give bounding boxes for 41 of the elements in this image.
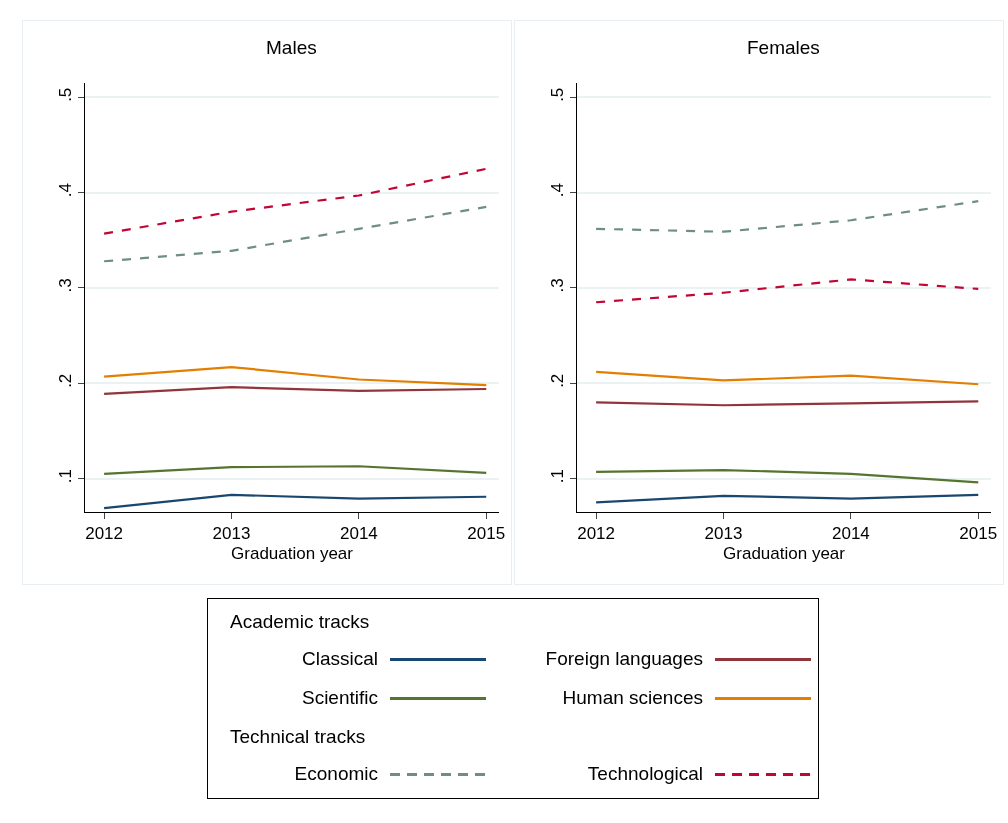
x-tick-label: 2015 [959,524,998,544]
y-tick-label: .1 [56,468,76,484]
chart-title: Females [746,37,820,59]
line-series [595,278,980,304]
line-series [103,205,488,263]
y-tick-label: .4 [56,182,76,198]
y-tick-label: .2 [56,373,76,388]
legend-label: Technological [586,763,703,785]
chart-title: Males [266,37,317,59]
line-series [595,370,980,386]
x-tick-label: 2013 [212,524,251,544]
y-tick-label: .5 [56,87,76,102]
text: Academic tracks [230,611,370,632]
legend-label: Human sciences [561,687,703,709]
x-tick-label: 2012 [85,524,124,544]
x-axis-title: Graduation year [231,543,354,563]
y-tick-label: .3 [548,278,568,293]
legend-label: Scientific [300,687,378,709]
line-series [595,468,980,484]
line-series [103,365,488,387]
x-tick-label: 2012 [577,524,616,544]
line-series [103,167,488,235]
x-tick-label: 2015 [467,524,506,544]
y-tick-label: .1 [548,468,568,484]
line-series [103,386,488,395]
y-tick-label: .5 [548,87,568,102]
y-tick-label: .4 [548,182,568,198]
x-tick-label: 2014 [831,524,870,544]
text: Technical tracks [230,726,366,747]
line-series [595,493,980,504]
legend-label: Foreign languages [544,648,703,670]
line-series [595,200,980,233]
legend-label: Classical [300,648,378,670]
legend-label: Economic [293,763,378,785]
y-tick-label: .3 [56,278,76,293]
line-series [103,465,488,475]
x-axis-title: Graduation year [723,543,846,563]
x-tick-label: 2013 [704,524,743,544]
y-tick-label: .2 [548,373,568,388]
x-tick-label: 2014 [339,524,378,544]
line-series [103,493,488,510]
